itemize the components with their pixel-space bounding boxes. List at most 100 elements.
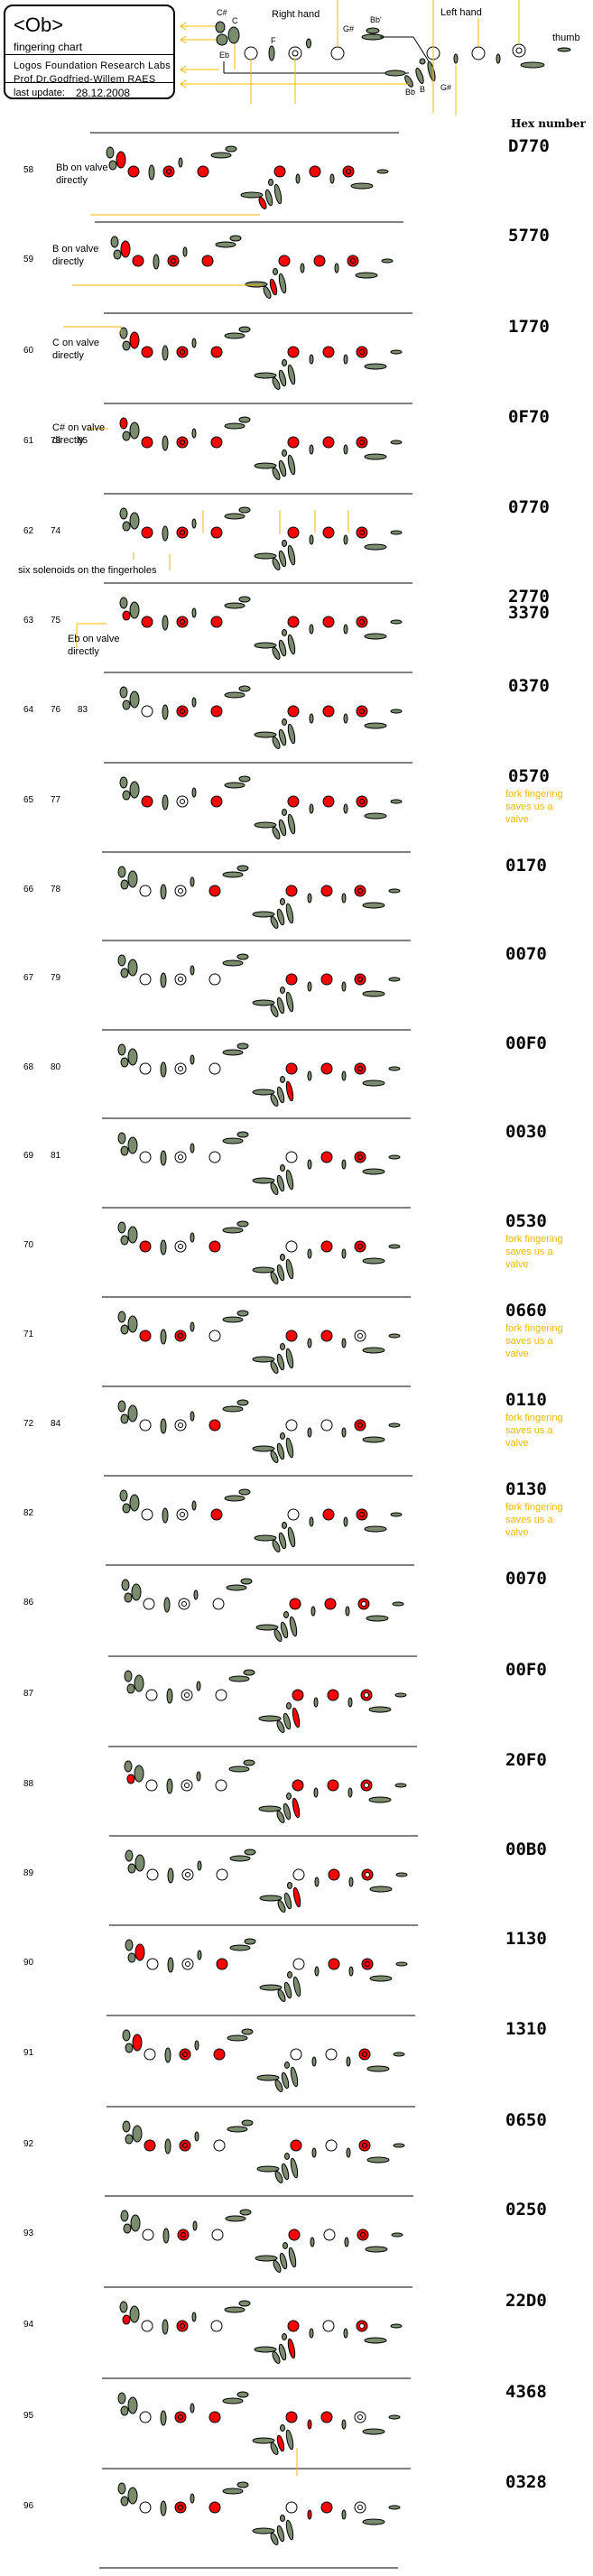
rh1-hole	[210, 346, 223, 358]
bb-key	[270, 1450, 279, 1463]
trill-key	[268, 179, 273, 186]
row-note: Eb on valve directly	[68, 634, 120, 657]
c-key	[130, 2214, 141, 2232]
row-note: C# on valve directly	[52, 422, 106, 446]
eb-key	[122, 1503, 131, 1514]
trill2-key	[341, 2509, 347, 2520]
bb-key	[277, 1989, 286, 2002]
rh2-ring	[181, 1601, 187, 1607]
b-key	[278, 819, 287, 837]
c-sharp-key	[119, 776, 128, 789]
rh1-hole	[210, 1508, 223, 1521]
g-sharp-bar	[222, 2488, 244, 2495]
b-key	[276, 2525, 285, 2543]
rh2-ring	[185, 1872, 190, 1877]
low-bar	[254, 2346, 277, 2353]
g-sharp-low-key	[285, 1258, 294, 1280]
bb-prime-bar	[236, 2481, 249, 2488]
hex-value: 0370	[508, 676, 550, 696]
rh3-hole	[139, 2501, 152, 2514]
trill2-key	[341, 1248, 347, 1259]
low-bar	[252, 1445, 275, 1452]
rh3-hole	[139, 1330, 152, 1342]
rh2-ring	[180, 530, 185, 535]
last-update-label: last update:	[14, 88, 65, 98]
lh1-ring	[357, 1422, 363, 1428]
trill1-key	[309, 444, 314, 455]
rh1-hole	[215, 1689, 227, 1701]
rh2-ring	[178, 1066, 183, 1071]
rh2-ring	[178, 1333, 183, 1339]
g-sharp-low-key	[285, 1169, 294, 1191]
trill-key	[280, 1432, 285, 1440]
b-key	[279, 2252, 288, 2270]
trill2-key	[343, 444, 348, 455]
row-label: 92	[23, 2139, 34, 2149]
b-key-icon	[415, 67, 424, 85]
g-sharp-bar	[224, 2306, 246, 2313]
g-sharp-bar	[225, 2215, 246, 2222]
rh1-hole	[197, 165, 209, 178]
g-sharp-bar	[222, 959, 244, 967]
low-bar	[252, 1266, 275, 1274]
trill2-key	[343, 354, 348, 365]
side-key	[191, 518, 197, 529]
hex-value: 00B0	[505, 1839, 547, 1859]
g-sharp-low-key	[287, 364, 296, 385]
lh3-hole	[285, 1062, 298, 1075]
rh2-ring	[184, 1692, 190, 1698]
lh2-hole	[320, 2411, 333, 2423]
thumb-key	[395, 1961, 408, 1967]
side-key	[190, 965, 195, 976]
b-key	[276, 1264, 285, 1282]
trill-key	[282, 809, 287, 816]
g-sharp-bar	[224, 332, 246, 339]
thumb-key	[394, 1783, 407, 1788]
trill1-key	[307, 893, 312, 903]
trill2-key	[348, 1966, 354, 1977]
row-label: 79	[51, 973, 61, 983]
octave-key-icon	[520, 61, 545, 69]
trill-key	[284, 2153, 290, 2160]
lh3-hole	[290, 2048, 302, 2061]
eb-key	[120, 1324, 129, 1335]
key-link-line	[412, 36, 430, 62]
thumb-key	[388, 888, 401, 894]
g-sharp-low-key	[287, 544, 296, 566]
f-key	[166, 1688, 173, 1704]
bb-prime-bar	[238, 1488, 251, 1496]
trill1-key	[307, 2419, 312, 2430]
g-sharp-bar	[224, 691, 246, 699]
c-sharp-key	[120, 2210, 129, 2222]
row-note: fork fingering saves us a valve	[505, 789, 563, 825]
trill1-key	[314, 1876, 320, 1887]
thumb-key	[388, 1333, 401, 1339]
lh2-hole	[322, 705, 335, 718]
trill1-key	[309, 1516, 314, 1527]
low-bar	[258, 1715, 282, 1722]
rh1-hole	[212, 1598, 225, 1610]
title-box: <Ob> fingering chart Logos Foundation Re…	[4, 5, 175, 99]
side-key	[190, 1411, 195, 1422]
f-key	[160, 2500, 167, 2516]
trill1-key	[309, 534, 314, 545]
key-label-bb-prime: Bb'	[370, 15, 382, 24]
trill2-key	[343, 713, 348, 724]
lh2-hole	[328, 1868, 340, 1881]
side-key	[196, 1771, 201, 1782]
b-key	[276, 996, 285, 1015]
trill-key	[273, 268, 278, 275]
bb-key	[258, 197, 267, 209]
bb-key	[272, 827, 281, 839]
row-label: 82	[23, 1508, 34, 1518]
c-key	[127, 1136, 138, 1154]
trill-key	[286, 1702, 292, 1710]
c-sharp-key	[125, 1849, 134, 1862]
row-label: 80	[51, 1062, 61, 1072]
trill-key	[280, 2515, 285, 2522]
g-sharp-bar	[224, 513, 246, 520]
f-key	[162, 1507, 169, 1524]
hex-value: 0650	[505, 2110, 547, 2130]
octave-bar	[362, 2518, 385, 2525]
b-key	[276, 1442, 285, 1460]
